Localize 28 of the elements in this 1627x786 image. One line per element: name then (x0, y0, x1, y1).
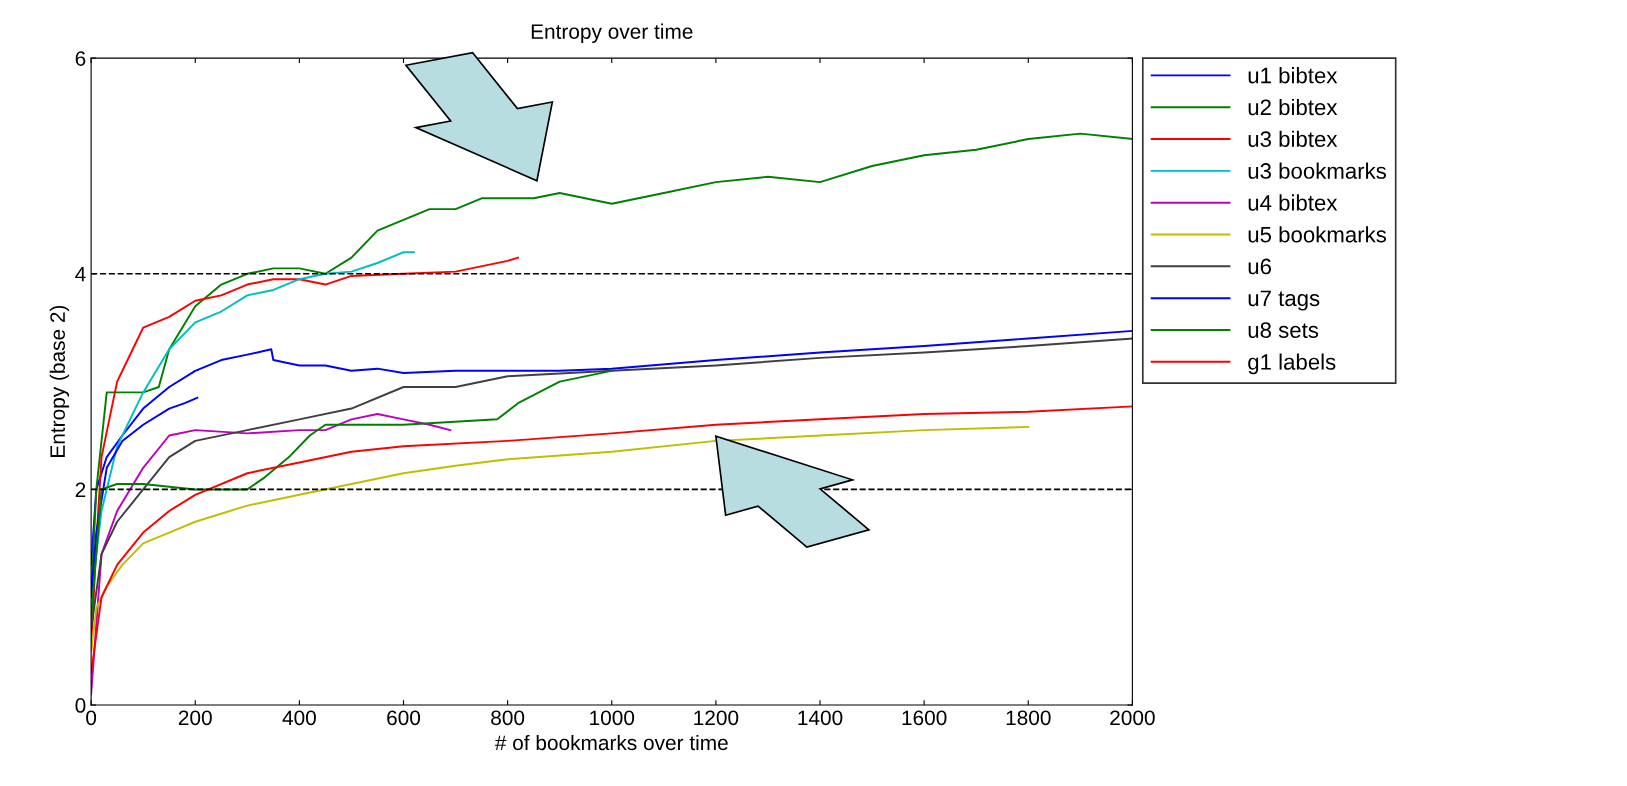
x-tick-label: 600 (387, 710, 421, 726)
legend-label: u1 bibtex (1248, 67, 1338, 84)
y-tick-label: 2 (75, 482, 86, 497)
legend-label: u3 bookmarks (1248, 162, 1387, 179)
y-axis-title: Entropy (base 2) (49, 305, 70, 457)
y-tick-label: 6 (75, 51, 86, 66)
x-tick-label: 0 (86, 710, 97, 726)
x-tick-label: 800 (491, 710, 525, 726)
legend-label: u5 bookmarks (1248, 226, 1387, 243)
legend-label: u3 bibtex (1248, 130, 1338, 148)
legend-label: u7 tags (1248, 290, 1320, 311)
x-tick-label: 1400 (798, 710, 843, 726)
legend-label: u2 bibtex (1248, 98, 1338, 116)
chart-title: Entropy over time (531, 23, 693, 44)
x-tick-label: 400 (282, 710, 316, 726)
x-tick-label: 1000 (590, 710, 635, 726)
x-tick-label: 200 (178, 710, 212, 726)
legend-label: u6 (1248, 258, 1271, 275)
x-tick-label: 2000 (1110, 710, 1155, 726)
x-axis-title: # of bookmarks over time (494, 734, 728, 751)
y-tick-label: 0 (75, 698, 86, 713)
x-tick-label: 1200 (694, 710, 739, 726)
legend-label: u8 sets (1248, 322, 1319, 338)
x-tick-label: 1800 (1006, 710, 1051, 726)
y-tick-label: 4 (75, 267, 86, 282)
legend-label: g1 labels (1248, 353, 1336, 375)
legend-label: u4 bibtex (1248, 194, 1338, 211)
x-tick-label: 1600 (902, 710, 947, 726)
